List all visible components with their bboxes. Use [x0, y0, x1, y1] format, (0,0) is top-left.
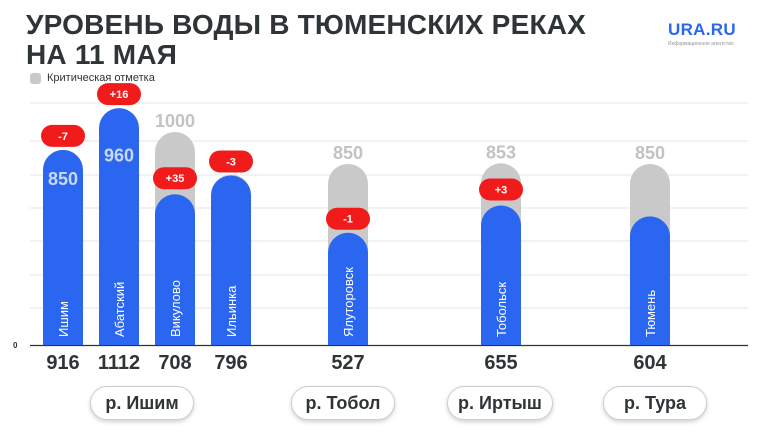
daily-change-badge [41, 124, 85, 147]
title-line-1: УРОВЕНЬ ВОДЫ В ТЮМЕНСКИХ РЕКАХ [26, 9, 587, 40]
daily-change-label: -1 [343, 214, 353, 226]
water-level-bar-base [99, 325, 139, 345]
water-level-value-label: 916 [46, 352, 79, 374]
daily-change-label: +35 [166, 173, 185, 185]
water-level-value-label: 708 [158, 352, 191, 374]
station-name-label: Тюмень [643, 290, 658, 337]
station-name-label: Ишим [56, 301, 71, 337]
daily-change-label: +16 [110, 89, 129, 101]
daily-change-badge [153, 167, 197, 190]
river-group-label: р. Ишим [90, 386, 194, 420]
water-level-value-label: 1112 [98, 352, 140, 374]
water-level-bar-base [43, 325, 83, 345]
daily-change-badge [479, 178, 523, 201]
water-level-bar [630, 216, 670, 345]
water-level-bar [481, 205, 521, 345]
critical-level-label: 853 [486, 142, 516, 162]
daily-change-label: -7 [58, 131, 68, 143]
river-group-label: р. Тура [603, 386, 707, 420]
river-group-label: р. Тобол [291, 386, 395, 420]
water-level-bar [99, 108, 139, 345]
station-name-label: Ильинка [224, 285, 239, 337]
critical-level-label: 960 [104, 146, 134, 166]
station-name-label: Ялуторовск [341, 267, 356, 337]
daily-change-badge [326, 207, 370, 230]
title-line-2: НА 11 МАЯ [26, 39, 178, 70]
station-name-label: Викулово [168, 280, 183, 337]
ura-logo: URA.RU Информационное агентство [668, 20, 752, 47]
water-level-bar-base [155, 325, 195, 345]
daily-change-badge [209, 150, 253, 173]
station-name-label: Тобольск [494, 282, 509, 337]
legend-swatch [30, 72, 41, 84]
water-level-bar [43, 149, 83, 345]
water-level-bar-base [328, 325, 368, 345]
legend: Критическая отметка [30, 72, 155, 84]
water-level-bar-base [481, 325, 521, 345]
critical-level-label: 1000 [155, 111, 195, 131]
logo-name: URA.RU [668, 20, 736, 39]
logo-tagline: Информационное агентство [668, 41, 734, 47]
critical-level-label: 850 [333, 143, 363, 163]
daily-change-badge [97, 83, 141, 106]
critical-level-label: 850 [48, 169, 78, 189]
water-level-value-label: 796 [214, 352, 247, 374]
water-level-bar-base [630, 325, 670, 345]
water-level-value-label: 527 [331, 352, 364, 374]
water-level-bar [328, 232, 368, 345]
water-level-bar [211, 175, 251, 345]
water-level-bar [155, 194, 195, 345]
water-level-value-label: 655 [484, 352, 517, 374]
chart-title: УРОВЕНЬ ВОДЫ В ТЮМЕНСКИХ РЕКАХ НА 11 МАЯ [26, 10, 626, 70]
daily-change-label: -3 [226, 156, 236, 168]
y-axis-zero-label: 0 [13, 341, 18, 350]
daily-change-label: +3 [495, 184, 508, 196]
water-level-value-label: 604 [633, 352, 667, 374]
legend-label: Критическая отметка [47, 72, 155, 84]
river-group-label: р. Иртыш [447, 386, 553, 420]
water-level-bar-base [211, 325, 251, 345]
station-name-label: Абатский [112, 282, 127, 337]
critical-level-label: 850 [635, 143, 665, 163]
